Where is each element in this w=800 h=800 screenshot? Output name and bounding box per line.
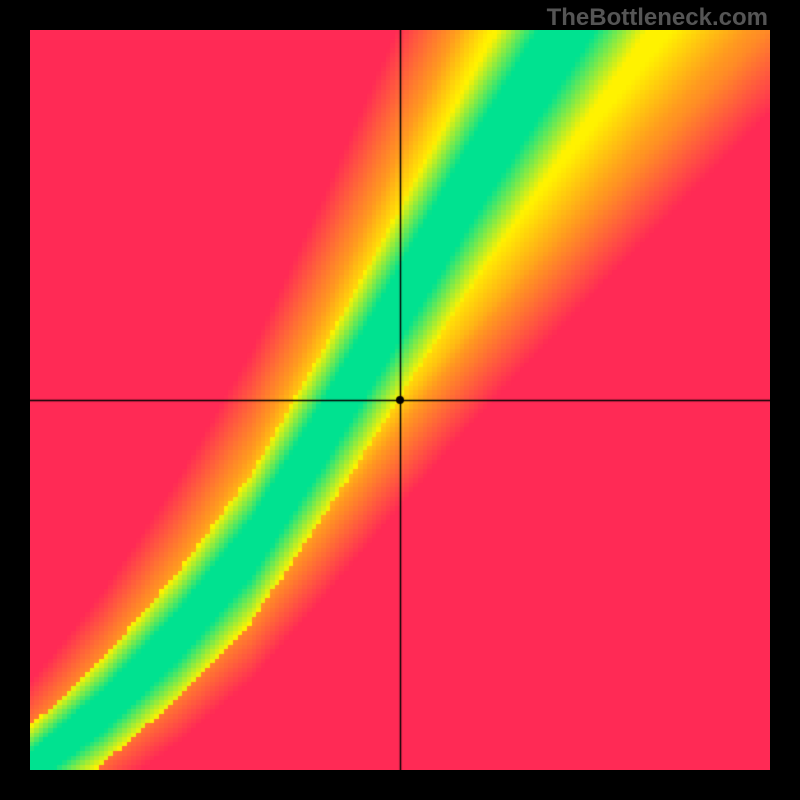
chart-container: TheBottleneck.com <box>0 0 800 800</box>
watermark-text: TheBottleneck.com <box>547 4 768 32</box>
bottleneck-heatmap <box>30 30 770 770</box>
